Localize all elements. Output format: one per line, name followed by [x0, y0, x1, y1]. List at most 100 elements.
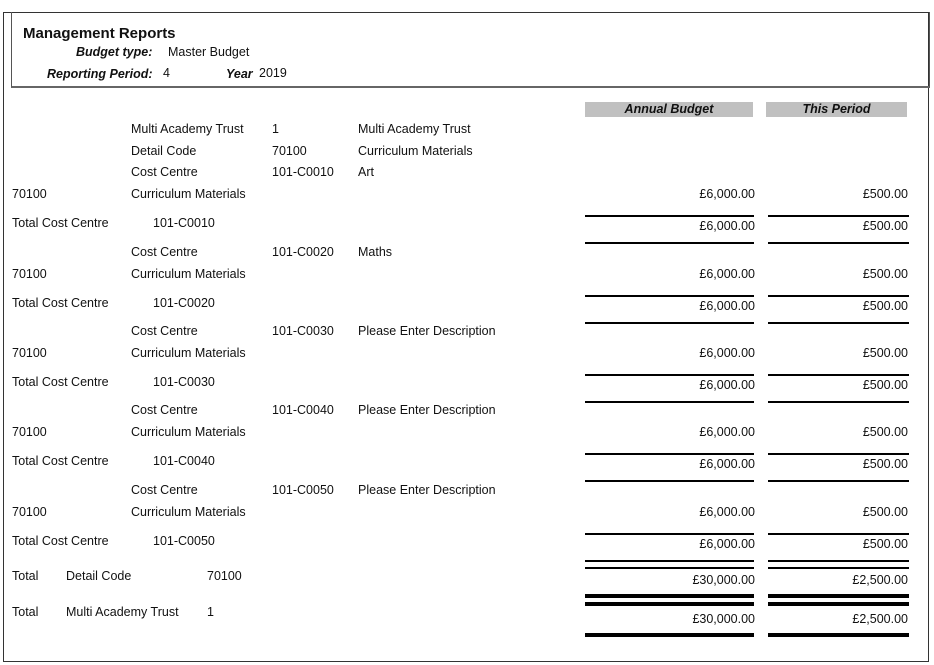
- budget-type-label: Budget type:: [76, 45, 153, 59]
- detail-line-code: 70100: [12, 505, 47, 519]
- detail-line-description: Curriculum Materials: [131, 267, 246, 281]
- page-border: [3, 12, 929, 662]
- total-rule: [585, 401, 754, 403]
- cost-centre-description: Please Enter Description: [358, 403, 496, 417]
- total-cost-centre-label: Total Cost Centre: [12, 454, 109, 468]
- total-cost-centre-code: 101-C0010: [153, 216, 215, 230]
- total-cost-centre-label: Total Cost Centre: [12, 216, 109, 230]
- total-rule: [585, 242, 754, 244]
- detail-line-description: Curriculum Materials: [131, 505, 246, 519]
- detail-line-amount-period: £500.00: [862, 267, 908, 281]
- subtotal-rule: [585, 295, 754, 297]
- total-cost-centre-code: 101-C0020: [153, 296, 215, 310]
- subtotal-rule: [585, 374, 754, 376]
- cost-centre-description: Please Enter Description: [358, 324, 496, 338]
- detail-line-amount-period: £500.00: [862, 187, 908, 201]
- grand-total-amount-annual: £30,000.00: [692, 612, 755, 626]
- total-rule: [768, 401, 909, 403]
- year-label: Year: [226, 67, 253, 81]
- header-row-label: Detail Code: [131, 144, 197, 158]
- detail-line-amount-period: £500.00: [862, 346, 908, 360]
- total-cost-centre-code: 101-C0030: [153, 375, 215, 389]
- detail-line-description: Curriculum Materials: [131, 425, 246, 439]
- grand-total-code: 1: [207, 605, 214, 619]
- total-cost-centre-amount-period: £500.00: [862, 299, 908, 313]
- grand-total-code: 70100: [207, 569, 242, 583]
- total-rule: [768, 242, 909, 244]
- cost-centre-code: 101-C0030: [272, 324, 334, 338]
- total-cost-centre-label: Total Cost Centre: [12, 375, 109, 389]
- grand-total-kind: Multi Academy Trust: [66, 605, 179, 619]
- thick-rule: [585, 602, 754, 606]
- subtotal-rule: [768, 295, 909, 297]
- detail-line-description: Curriculum Materials: [131, 346, 246, 360]
- grand-total-amount-period: £2,500.00: [852, 612, 908, 626]
- cost-centre-label: Cost Centre: [131, 403, 198, 417]
- double-rule: [585, 560, 754, 562]
- cost-centre-label: Cost Centre: [131, 165, 198, 179]
- total-cost-centre-label: Total Cost Centre: [12, 534, 109, 548]
- grand-total-label: Total: [12, 569, 39, 583]
- detail-line-amount-period: £500.00: [862, 425, 908, 439]
- total-cost-centre-code: 101-C0050: [153, 534, 215, 548]
- total-cost-centre-amount-period: £500.00: [862, 378, 908, 392]
- detail-line-code: 70100: [12, 267, 47, 281]
- subtotal-rule: [585, 453, 754, 455]
- thick-rule: [585, 594, 754, 598]
- detail-line-code: 70100: [12, 425, 47, 439]
- total-cost-centre-amount-period: £500.00: [862, 537, 908, 551]
- cost-centre-label: Cost Centre: [131, 324, 198, 338]
- header-row-description: Curriculum Materials: [358, 144, 473, 158]
- subtotal-rule: [585, 215, 754, 217]
- total-cost-centre-amount-period: £500.00: [862, 457, 908, 471]
- total-rule: [768, 480, 909, 482]
- column-header-this-period: This Period: [766, 102, 907, 117]
- detail-line-amount-annual: £6,000.00: [699, 505, 755, 519]
- total-rule: [768, 322, 909, 324]
- page-border-right: [928, 12, 929, 661]
- subtotal-rule: [768, 374, 909, 376]
- report-title: Management Reports: [23, 25, 176, 42]
- total-cost-centre-amount-annual: £6,000.00: [699, 378, 755, 392]
- header-row-code: 70100: [272, 144, 307, 158]
- thick-rule: [768, 633, 909, 637]
- cost-centre-code: 101-C0040: [272, 403, 334, 417]
- detail-line-amount-annual: £6,000.00: [699, 187, 755, 201]
- header-row-description: Multi Academy Trust: [358, 122, 471, 136]
- grand-total-amount-annual: £30,000.00: [692, 573, 755, 587]
- detail-line-amount-annual: £6,000.00: [699, 346, 755, 360]
- grand-total-kind: Detail Code: [66, 569, 132, 583]
- header-row-code: 1: [272, 122, 279, 136]
- subtotal-rule: [768, 453, 909, 455]
- cost-centre-code: 101-C0020: [272, 245, 334, 259]
- cost-centre-label: Cost Centre: [131, 245, 198, 259]
- thick-rule: [768, 594, 909, 598]
- subtotal-rule: [768, 533, 909, 535]
- double-rule: [585, 567, 754, 569]
- cost-centre-code: 101-C0010: [272, 165, 334, 179]
- report-header: Management Reports Budget type: Master B…: [11, 12, 930, 88]
- detail-line-code: 70100: [12, 346, 47, 360]
- total-cost-centre-amount-annual: £6,000.00: [699, 457, 755, 471]
- detail-line-code: 70100: [12, 187, 47, 201]
- cost-centre-description: Maths: [358, 245, 393, 259]
- detail-line-description: Curriculum Materials: [131, 187, 246, 201]
- budget-type-value: Master Budget: [168, 45, 250, 59]
- total-cost-centre-amount-annual: £6,000.00: [699, 219, 755, 233]
- header-row-label: Multi Academy Trust: [131, 122, 244, 136]
- total-rule: [585, 480, 754, 482]
- double-rule: [768, 560, 909, 562]
- total-cost-centre-amount-annual: £6,000.00: [699, 537, 755, 551]
- detail-line-amount-period: £500.00: [862, 505, 908, 519]
- reporting-period-value: 4: [163, 66, 170, 80]
- cost-centre-description: Please Enter Description: [358, 483, 496, 497]
- cost-centre-code: 101-C0050: [272, 483, 334, 497]
- thick-rule: [768, 602, 909, 606]
- year-value: 2019: [259, 66, 287, 80]
- subtotal-rule: [768, 215, 909, 217]
- cost-centre-label: Cost Centre: [131, 483, 198, 497]
- reporting-period-label: Reporting Period:: [47, 67, 153, 81]
- cost-centre-description: Art: [358, 165, 374, 179]
- total-cost-centre-amount-annual: £6,000.00: [699, 299, 755, 313]
